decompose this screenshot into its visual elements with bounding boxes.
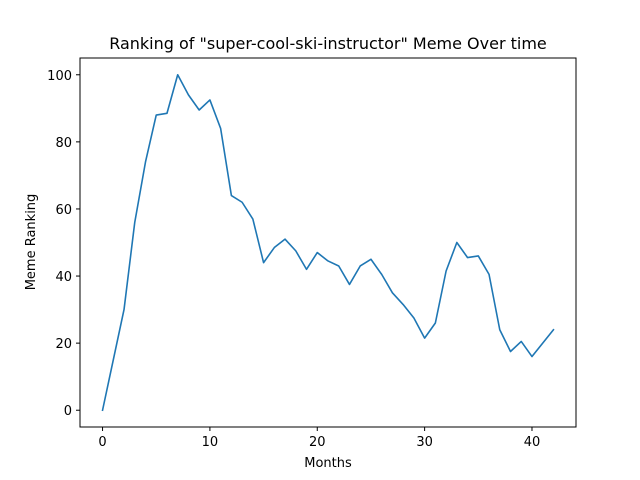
x-tick-label: 30: [416, 435, 433, 450]
x-tick-label: 0: [98, 435, 106, 450]
y-tick-label: 60: [55, 203, 72, 218]
x-tick-label: 20: [309, 435, 326, 450]
y-tick-label: 80: [55, 136, 72, 151]
x-tick-label: 10: [202, 435, 219, 450]
y-axis: 0 20 40 60 80 100: [47, 69, 80, 419]
x-axis-label: Months: [304, 456, 352, 471]
y-tick-label: 40: [55, 270, 72, 285]
y-tick-label: 100: [47, 69, 72, 84]
y-tick-label: 0: [64, 404, 72, 419]
chart-title: Ranking of "super-cool-ski-instructor" M…: [109, 34, 547, 53]
x-tick-label: 40: [524, 435, 541, 450]
plot-frame: [79, 57, 577, 428]
x-axis: 0 10 20 30 40: [98, 427, 540, 450]
plot-area: [101, 73, 555, 412]
y-tick-label: 20: [55, 337, 72, 352]
y-axis-label: Meme Ranking: [24, 194, 39, 291]
